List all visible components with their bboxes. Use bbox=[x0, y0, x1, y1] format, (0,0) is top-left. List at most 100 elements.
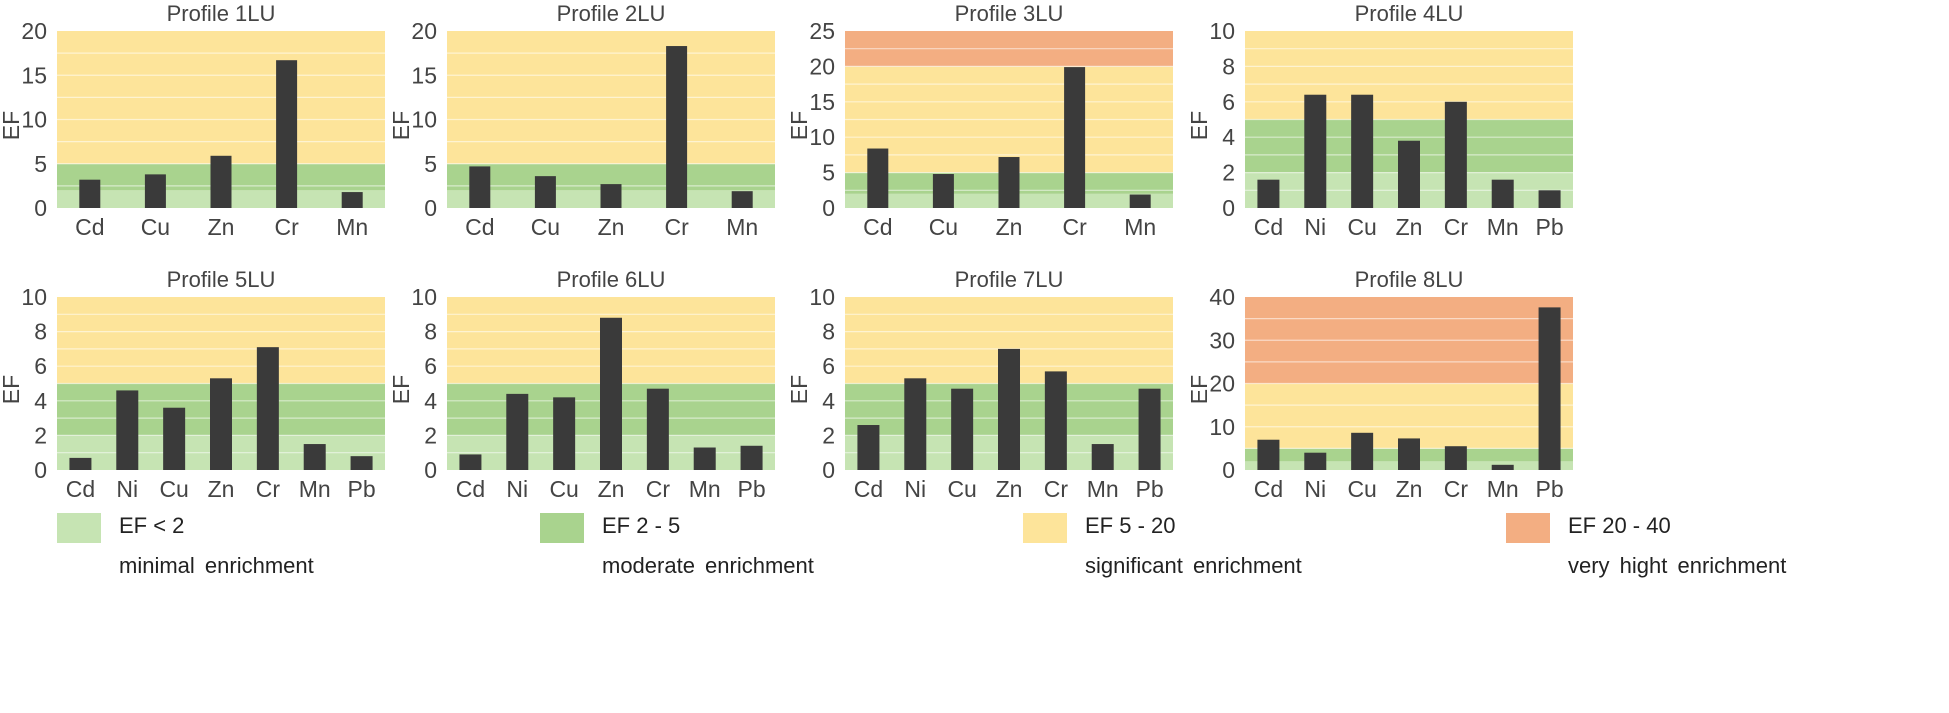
y-tick-label: 10 bbox=[809, 124, 835, 150]
y-tick-label: 6 bbox=[34, 353, 47, 379]
bar-zn bbox=[1398, 140, 1420, 208]
bar-cu bbox=[144, 174, 166, 208]
bar-cd bbox=[867, 148, 889, 208]
y-tick-label: 0 bbox=[424, 457, 437, 483]
y-tick-label: 4 bbox=[34, 388, 47, 414]
x-tick-label: Cu bbox=[929, 214, 958, 240]
bar-cr bbox=[646, 388, 669, 470]
y-tick-label: 20 bbox=[1209, 371, 1235, 397]
legend-range: EF < 2 bbox=[119, 513, 185, 538]
bar-zn bbox=[210, 378, 232, 470]
x-tick-label: Cr bbox=[646, 476, 671, 502]
x-tick-label: Pb bbox=[348, 476, 376, 502]
bar-cr bbox=[1064, 67, 1086, 208]
x-tick-label: Cr bbox=[1444, 214, 1469, 240]
y-tick-label: 8 bbox=[424, 319, 437, 345]
bar-cu bbox=[553, 397, 576, 470]
bar-cd bbox=[469, 166, 491, 208]
y-tick-label: 10 bbox=[21, 284, 47, 310]
chart-title: Profile 8LU bbox=[1355, 267, 1464, 292]
x-tick-label: Cd bbox=[854, 476, 883, 502]
chart-title: Profile 1LU bbox=[167, 1, 276, 26]
x-tick-label: Cu bbox=[1347, 214, 1376, 240]
x-tick-label: Ni bbox=[904, 476, 926, 502]
bar-zn bbox=[600, 184, 622, 208]
x-tick-label: Cu bbox=[141, 214, 170, 240]
y-tick-label: 0 bbox=[34, 457, 47, 483]
y-tick-label: 10 bbox=[809, 284, 835, 310]
bar-zn bbox=[600, 317, 622, 470]
bar-zn bbox=[998, 348, 1020, 470]
y-tick-label: 40 bbox=[1209, 284, 1235, 310]
x-tick-label: Cd bbox=[863, 214, 892, 240]
y-tick-label: 8 bbox=[1222, 53, 1235, 79]
chart-4: 0 2 4 6 8 10 EF Profile 4LU Cd Ni Cu Zn Cr Mn Pb bbox=[1186, 1, 1573, 240]
x-tick-label: Mn bbox=[1087, 476, 1119, 502]
x-tick-label: Mn bbox=[1124, 214, 1156, 240]
x-tick-label: Pb bbox=[1136, 476, 1164, 502]
x-tick-label: Ni bbox=[116, 476, 138, 502]
chart-title: Profile 7LU bbox=[955, 267, 1064, 292]
chart-title: Profile 3LU bbox=[955, 1, 1064, 26]
x-tick-label: Cu bbox=[1347, 476, 1376, 502]
x-tick-label: Cr bbox=[274, 214, 299, 240]
y-tick-label: 20 bbox=[809, 53, 835, 79]
x-tick-label: Zn bbox=[996, 476, 1023, 502]
x-tick-label: Cu bbox=[947, 476, 976, 502]
bar-cr bbox=[1444, 101, 1467, 208]
x-tick-label: Ni bbox=[1304, 476, 1326, 502]
y-tick-label: 6 bbox=[424, 353, 437, 379]
y-tick-label: 0 bbox=[822, 457, 835, 483]
bar-cd bbox=[857, 425, 880, 470]
y-axis-label: EF bbox=[786, 111, 812, 140]
chart-6: 0 2 4 6 8 10 EF Profile 6LU Cd Ni Cu Zn Cr Mn Pb bbox=[388, 267, 775, 502]
legend-desc: significant enrichment bbox=[1085, 553, 1302, 578]
y-tick-label: 5 bbox=[424, 151, 437, 177]
legend-desc: very hight enrichment bbox=[1568, 553, 1787, 578]
bar-cu bbox=[1351, 432, 1374, 470]
y-tick-label: 4 bbox=[424, 388, 437, 414]
x-tick-label: Mn bbox=[299, 476, 331, 502]
y-tick-label: 8 bbox=[822, 319, 835, 345]
bar-ni bbox=[506, 393, 529, 470]
x-tick-label: Pb bbox=[1536, 214, 1564, 240]
y-tick-label: 2 bbox=[424, 422, 437, 448]
y-tick-label: 0 bbox=[1222, 457, 1235, 483]
x-tick-label: Cd bbox=[456, 476, 485, 502]
y-axis-label: EF bbox=[0, 111, 24, 140]
bar-mn bbox=[303, 444, 326, 470]
chart-3: 0 5 10 15 20 25 EF Profile 3LU Cd Cu Zn Cr Mn bbox=[786, 1, 1173, 240]
bar-zn bbox=[1398, 438, 1420, 470]
y-tick-label: 20 bbox=[21, 18, 47, 44]
chart-5: 0 2 4 6 8 10 EF Profile 5LU Cd Ni Cu Zn Cr Mn Pb bbox=[0, 267, 385, 502]
y-tick-label: 6 bbox=[822, 353, 835, 379]
bar-pb bbox=[740, 445, 763, 470]
y-tick-label: 0 bbox=[1222, 195, 1235, 221]
bar-cu bbox=[163, 407, 186, 470]
chart-2: 0 5 10 15 20 EF Profile 2LU Cd Cu Zn Cr Mn bbox=[388, 1, 775, 240]
x-tick-label: Mn bbox=[689, 476, 721, 502]
legend-swatch bbox=[57, 513, 101, 543]
legend-range: EF 2 - 5 bbox=[602, 513, 681, 538]
y-tick-label: 0 bbox=[424, 195, 437, 221]
x-tick-label: Cd bbox=[1254, 476, 1283, 502]
y-tick-label: 10 bbox=[411, 284, 437, 310]
y-axis-label: EF bbox=[0, 375, 24, 404]
x-tick-label: Zn bbox=[598, 476, 625, 502]
y-tick-label: 10 bbox=[21, 107, 47, 133]
bar-cr bbox=[276, 60, 298, 208]
y-tick-label: 2 bbox=[822, 422, 835, 448]
x-tick-label: Cd bbox=[1254, 214, 1283, 240]
y-tick-label: 4 bbox=[822, 388, 835, 414]
x-tick-label: Pb bbox=[1536, 476, 1564, 502]
chart-8: 0 10 20 30 40 EF Profile 8LU Cd Ni Cu Zn Cr Mn Pb bbox=[1186, 267, 1573, 502]
legend-range: EF 5 - 20 bbox=[1085, 513, 1176, 538]
y-tick-label: 2 bbox=[1222, 160, 1235, 186]
bar-cr bbox=[666, 46, 688, 208]
bar-pb bbox=[1138, 388, 1161, 470]
x-tick-label: Cd bbox=[465, 214, 494, 240]
x-tick-label: Cr bbox=[664, 214, 689, 240]
x-tick-label: Mn bbox=[726, 214, 758, 240]
legend-swatch bbox=[1023, 513, 1067, 543]
